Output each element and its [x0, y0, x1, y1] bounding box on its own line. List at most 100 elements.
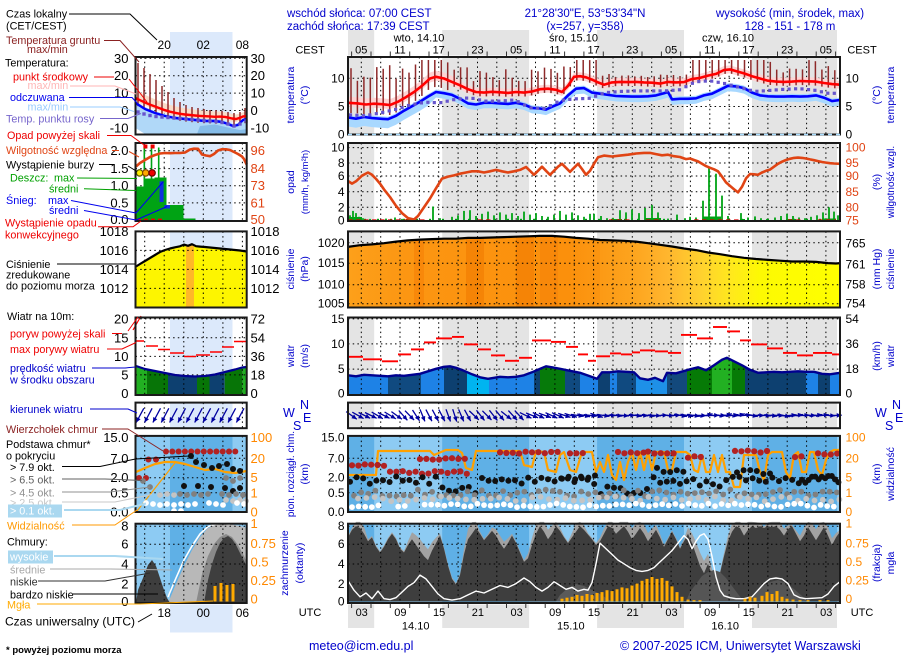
- svg-text:2: 2: [121, 576, 128, 591]
- svg-text:02: 02: [197, 38, 211, 52]
- svg-text:0.0: 0.0: [328, 505, 345, 519]
- svg-text:754: 754: [846, 297, 866, 311]
- svg-text:> 0.1 okt.: > 0.1 okt.: [10, 505, 55, 517]
- svg-text:max/min: max/min: [28, 80, 69, 92]
- svg-text:10: 10: [251, 86, 265, 101]
- svg-text:10: 10: [331, 337, 345, 351]
- svg-text:0.5: 0.5: [846, 555, 863, 569]
- svg-text:2.0: 2.0: [110, 143, 128, 158]
- svg-text:Temperatura:: Temperatura:: [5, 58, 69, 70]
- svg-text:2.0: 2.0: [110, 470, 128, 485]
- svg-text:20: 20: [114, 68, 128, 83]
- svg-text:czw, 16.10: czw, 16.10: [702, 33, 754, 45]
- svg-text:śro, 15.10: śro, 15.10: [549, 33, 598, 45]
- svg-text:0: 0: [251, 505, 258, 520]
- svg-text:0: 0: [121, 386, 128, 401]
- svg-text:1005: 1005: [318, 297, 345, 311]
- svg-text:1: 1: [846, 517, 853, 531]
- svg-text:(mm Hg): (mm Hg): [871, 249, 883, 290]
- svg-text:4: 4: [338, 185, 345, 199]
- svg-text:(hPa): (hPa): [299, 256, 311, 282]
- svg-text:* powyżej poziomu morza: * powyżej poziomu morza: [6, 645, 122, 656]
- svg-text:10: 10: [331, 141, 345, 155]
- svg-text:1012: 1012: [100, 281, 129, 296]
- svg-text:10: 10: [331, 71, 345, 85]
- svg-text:wschód słońca: 07:00 CEST: wschód słońca: 07:00 CEST: [286, 8, 431, 20]
- svg-text:temperatura: temperatura: [885, 67, 897, 124]
- svg-text:11: 11: [549, 45, 560, 57]
- svg-text:-10: -10: [251, 120, 270, 135]
- svg-text:(m/s): (m/s): [299, 344, 311, 368]
- svg-text:1014: 1014: [100, 262, 129, 277]
- svg-text:23: 23: [781, 45, 793, 57]
- svg-text:21: 21: [781, 607, 793, 619]
- svg-text:758: 758: [846, 278, 866, 292]
- svg-text:03: 03: [510, 607, 522, 619]
- svg-text:do poziomu morza: do poziomu morza: [6, 280, 95, 292]
- svg-text:> 7.9 okt.: > 7.9 okt.: [10, 462, 55, 474]
- svg-text:0.5: 0.5: [251, 554, 269, 569]
- svg-text:1016: 1016: [100, 243, 129, 258]
- svg-text:54: 54: [846, 312, 860, 326]
- svg-text:18: 18: [158, 606, 172, 620]
- svg-text:0.5: 0.5: [110, 485, 128, 500]
- svg-text:5: 5: [846, 100, 853, 114]
- svg-text:wiatr: wiatr: [885, 344, 897, 368]
- svg-text:1015: 1015: [318, 256, 345, 270]
- svg-text:0: 0: [846, 592, 853, 606]
- svg-text:(frakcja): (frakcja): [871, 544, 883, 582]
- svg-text:761: 761: [846, 258, 866, 272]
- svg-text:0.25: 0.25: [251, 573, 276, 588]
- svg-text:Wilgotność względna: Wilgotność względna: [6, 145, 107, 157]
- svg-text:0.75: 0.75: [251, 536, 276, 551]
- svg-text:opad: opad: [285, 170, 297, 194]
- svg-text:11: 11: [394, 45, 405, 57]
- svg-text:1016: 1016: [251, 243, 280, 258]
- svg-text:36: 36: [846, 337, 860, 351]
- svg-text:15: 15: [114, 330, 128, 345]
- svg-text:max: max: [54, 173, 75, 185]
- svg-text:wto, 14.10: wto, 14.10: [393, 33, 445, 45]
- svg-text:06: 06: [236, 606, 250, 620]
- svg-text:zachód słońca: 17:39 CEST: zachód słońca: 17:39 CEST: [287, 21, 430, 33]
- svg-text:(km): (km): [299, 464, 311, 485]
- svg-text:(km/h): (km/h): [871, 341, 883, 371]
- svg-text:pion. rozciągł. chm.: pion. rozciągł. chm.: [286, 431, 297, 517]
- svg-text:72: 72: [251, 311, 265, 326]
- svg-text:(°C): (°C): [299, 86, 311, 105]
- svg-text:(CET/CEST): (CET/CEST): [6, 21, 67, 33]
- svg-text:Wystąpienie burzy: Wystąpienie burzy: [6, 159, 95, 171]
- svg-text:05: 05: [820, 45, 832, 57]
- svg-text:Opad powyżej skali: Opad powyżej skali: [7, 130, 100, 142]
- svg-text:17: 17: [433, 45, 445, 57]
- svg-text:09: 09: [549, 607, 561, 619]
- svg-text:Ciśnienie: Ciśnienie: [6, 259, 50, 271]
- svg-text:wysokość (min, środek, max): wysokość (min, środek, max): [715, 8, 864, 20]
- svg-text:0: 0: [251, 386, 258, 401]
- svg-text:5: 5: [338, 362, 345, 376]
- svg-text:(oktanty): (oktanty): [294, 543, 306, 584]
- svg-text:10: 10: [114, 86, 128, 101]
- svg-text:(%): (%): [871, 174, 883, 190]
- svg-text:niskie: niskie: [10, 576, 38, 588]
- svg-text:Widzialność: Widzialność: [7, 520, 65, 532]
- svg-text:o pokryciu: o pokryciu: [6, 450, 55, 462]
- svg-text:10: 10: [846, 71, 860, 85]
- svg-text:11: 11: [704, 45, 715, 57]
- svg-text:temperatura: temperatura: [285, 67, 297, 124]
- svg-text:CEST: CEST: [295, 45, 325, 57]
- svg-text:100: 100: [846, 431, 866, 445]
- svg-text:S: S: [885, 419, 893, 433]
- svg-text:max/min: max/min: [28, 102, 69, 114]
- svg-text:21: 21: [627, 607, 639, 619]
- svg-text:Śnieg:: Śnieg:: [6, 194, 37, 207]
- svg-text:03: 03: [820, 607, 832, 619]
- svg-text:6: 6: [338, 537, 345, 551]
- svg-text:8: 8: [338, 519, 345, 533]
- svg-text:zachmurzenie: zachmurzenie: [279, 530, 291, 596]
- svg-text:bardzo niskie: bardzo niskie: [10, 589, 74, 601]
- svg-text:15: 15: [433, 607, 445, 619]
- svg-text:max/min: max/min: [27, 44, 68, 56]
- svg-text:(km): (km): [871, 464, 883, 485]
- svg-text:15: 15: [743, 607, 755, 619]
